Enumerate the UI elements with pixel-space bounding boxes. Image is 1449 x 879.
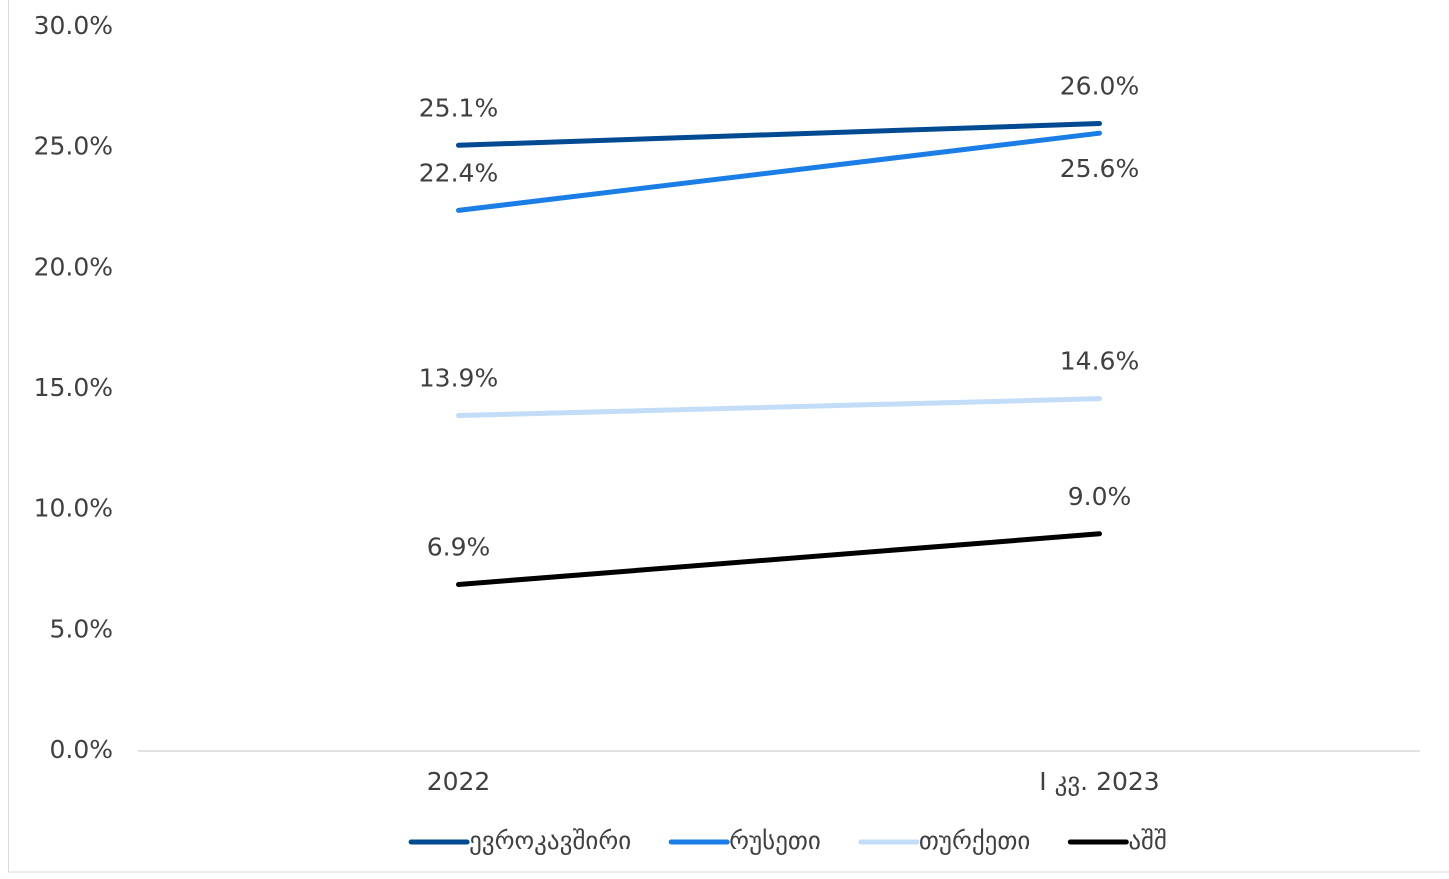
- y-tick-label: 10.0%: [34, 494, 113, 523]
- legend-label: აშშ: [1128, 826, 1167, 855]
- x-tick-label: 2022: [427, 767, 491, 796]
- series-line: [456, 396, 1102, 419]
- y-tick-label: 25.0%: [34, 132, 113, 161]
- y-tick-label: 15.0%: [34, 373, 113, 402]
- data-label: 26.0%: [1060, 72, 1139, 101]
- data-label: 9.0%: [1068, 482, 1132, 511]
- y-tick-label: 30.0%: [34, 11, 113, 40]
- chart-border: [8, 0, 1449, 873]
- legend-label: თურქეთი: [919, 826, 1030, 855]
- data-label: 25.1%: [419, 93, 498, 122]
- y-tick-label: 0.0%: [49, 735, 113, 764]
- y-tick-label: 5.0%: [49, 614, 113, 643]
- legend-label: რუსეთი: [729, 826, 821, 855]
- data-label: 13.9%: [419, 364, 498, 393]
- data-label: 22.4%: [419, 158, 498, 187]
- x-tick-label: I კვ. 2023: [1039, 767, 1159, 796]
- y-tick-label: 20.0%: [34, 252, 113, 281]
- series-line: [456, 130, 1102, 213]
- legend: ევროკავშირი რუსეთი თურქეთი აშშ: [408, 826, 1167, 855]
- legend-label: ევროკავშირი: [469, 826, 631, 855]
- data-label: 6.9%: [427, 532, 491, 561]
- series-line: [456, 531, 1102, 587]
- data-label: 25.6%: [1060, 154, 1139, 183]
- data-label: 14.6%: [1060, 347, 1139, 376]
- series-line: [456, 121, 1102, 148]
